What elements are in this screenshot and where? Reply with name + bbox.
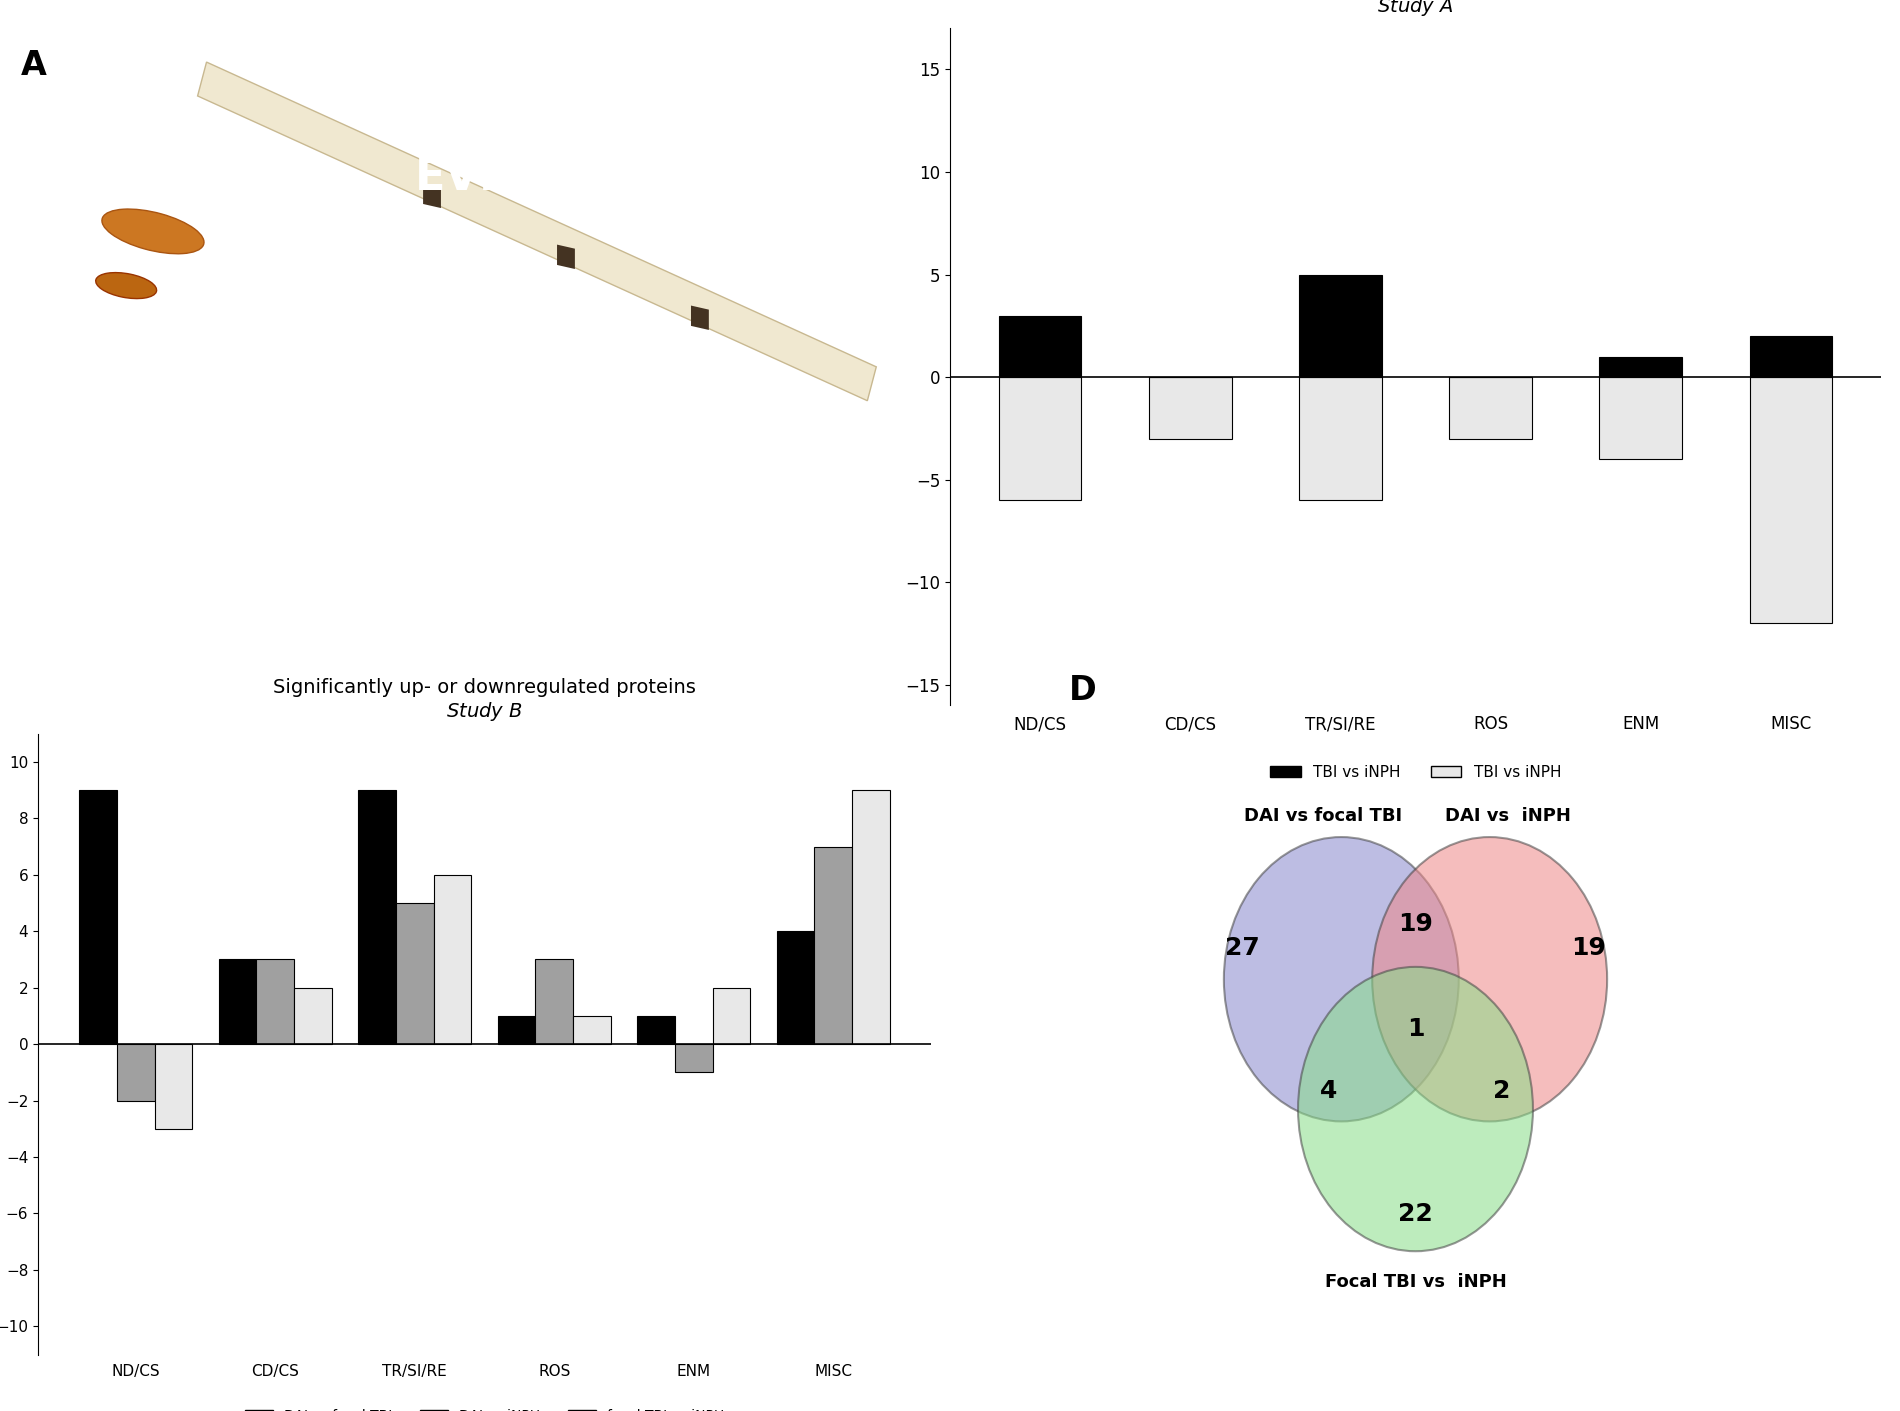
Polygon shape — [692, 306, 709, 330]
Bar — [154, 1044, 192, 1129]
Bar — [433, 875, 471, 1044]
Bar — [853, 790, 889, 1044]
Bar — [712, 988, 750, 1044]
Polygon shape — [198, 62, 876, 401]
Bar — [1300, 275, 1381, 377]
Bar — [777, 931, 815, 1044]
Bar — [294, 988, 332, 1044]
Bar — [1750, 377, 1832, 624]
Bar — [116, 1044, 154, 1101]
Ellipse shape — [1372, 837, 1607, 1122]
Text: EVD: EVD — [414, 155, 517, 199]
Title: Significantly up- or downregulated proteins
$\it{Study\ B}$: Significantly up- or downregulated prote… — [274, 677, 695, 722]
Text: 27: 27 — [1226, 937, 1260, 961]
Bar — [999, 316, 1081, 377]
Text: 1: 1 — [1406, 1017, 1425, 1041]
Bar — [498, 1016, 536, 1044]
Bar — [815, 847, 853, 1044]
Text: Focal TBI vs  iNPH: Focal TBI vs iNPH — [1324, 1273, 1507, 1291]
Polygon shape — [557, 244, 576, 270]
Bar — [1600, 357, 1682, 377]
Title: Significantly up- or downregulated proteins -
$\it{Study\ A}$: Significantly up- or downregulated prote… — [1197, 0, 1634, 17]
Text: 2: 2 — [1493, 1078, 1510, 1102]
Bar — [1600, 377, 1682, 459]
Text: 22: 22 — [1398, 1202, 1433, 1226]
Bar — [574, 1016, 610, 1044]
Text: 19: 19 — [1398, 912, 1433, 935]
Ellipse shape — [1224, 837, 1459, 1122]
Bar — [1450, 377, 1531, 439]
Bar — [1300, 377, 1381, 501]
Bar — [999, 377, 1081, 501]
Bar — [218, 959, 256, 1044]
Bar — [395, 903, 433, 1044]
Bar — [1150, 377, 1231, 439]
Bar — [536, 959, 574, 1044]
Bar — [674, 1044, 712, 1072]
Text: Biopsy: Biopsy — [169, 334, 315, 373]
Legend: TBI vs iNPH, TBI vs iNPH: TBI vs iNPH, TBI vs iNPH — [1264, 759, 1567, 786]
Bar — [256, 959, 294, 1044]
Ellipse shape — [95, 272, 156, 299]
Text: DAI vs focal TBI: DAI vs focal TBI — [1244, 807, 1402, 824]
Bar — [80, 790, 116, 1044]
Ellipse shape — [103, 209, 203, 254]
Bar — [359, 790, 395, 1044]
Text: D: D — [1070, 673, 1096, 707]
Text: DAI vs  iNPH: DAI vs iNPH — [1446, 807, 1571, 824]
Text: A: A — [21, 48, 48, 82]
Text: 19: 19 — [1571, 937, 1606, 961]
Polygon shape — [424, 183, 441, 207]
Legend: DAI vs focal TBI, DAI vs iNPH, focal TBI vs iNPH: DAI vs focal TBI, DAI vs iNPH, focal TBI… — [239, 1403, 730, 1411]
Text: 4: 4 — [1320, 1078, 1338, 1102]
Ellipse shape — [1298, 967, 1533, 1252]
Bar — [636, 1016, 674, 1044]
Bar — [1750, 336, 1832, 377]
